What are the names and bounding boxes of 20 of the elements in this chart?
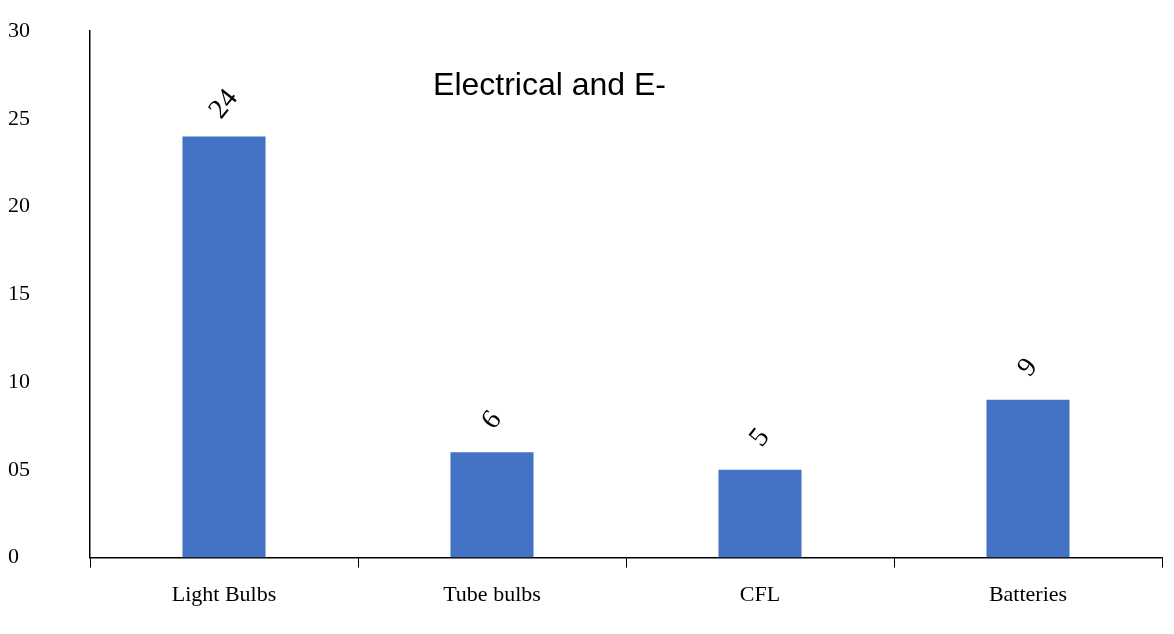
bar	[450, 452, 534, 558]
data-label: 6	[473, 403, 507, 435]
y-tick-label: 05	[8, 455, 30, 481]
y-tick-label: 15	[8, 280, 30, 306]
y-tick-label: 25	[8, 104, 30, 130]
x-tick-label: Tube bulbs	[443, 580, 541, 606]
x-tick-label: Light Bulbs	[171, 580, 277, 606]
y-tick-label: 20	[8, 192, 30, 218]
x-tick-label: CFL	[739, 580, 781, 606]
data-label: 9	[1009, 351, 1043, 382]
y-tick-label: 0	[8, 543, 19, 569]
y-tick-label: 30	[8, 16, 30, 42]
x-tick-label: Batteries	[988, 580, 1068, 606]
bar	[986, 399, 1070, 558]
text: Electrical and E-	[433, 66, 667, 103]
bar	[182, 136, 266, 558]
data-label: 24	[201, 82, 244, 124]
bar	[718, 469, 802, 558]
data-label: 5	[741, 421, 775, 452]
y-tick-label: 10	[8, 367, 30, 393]
